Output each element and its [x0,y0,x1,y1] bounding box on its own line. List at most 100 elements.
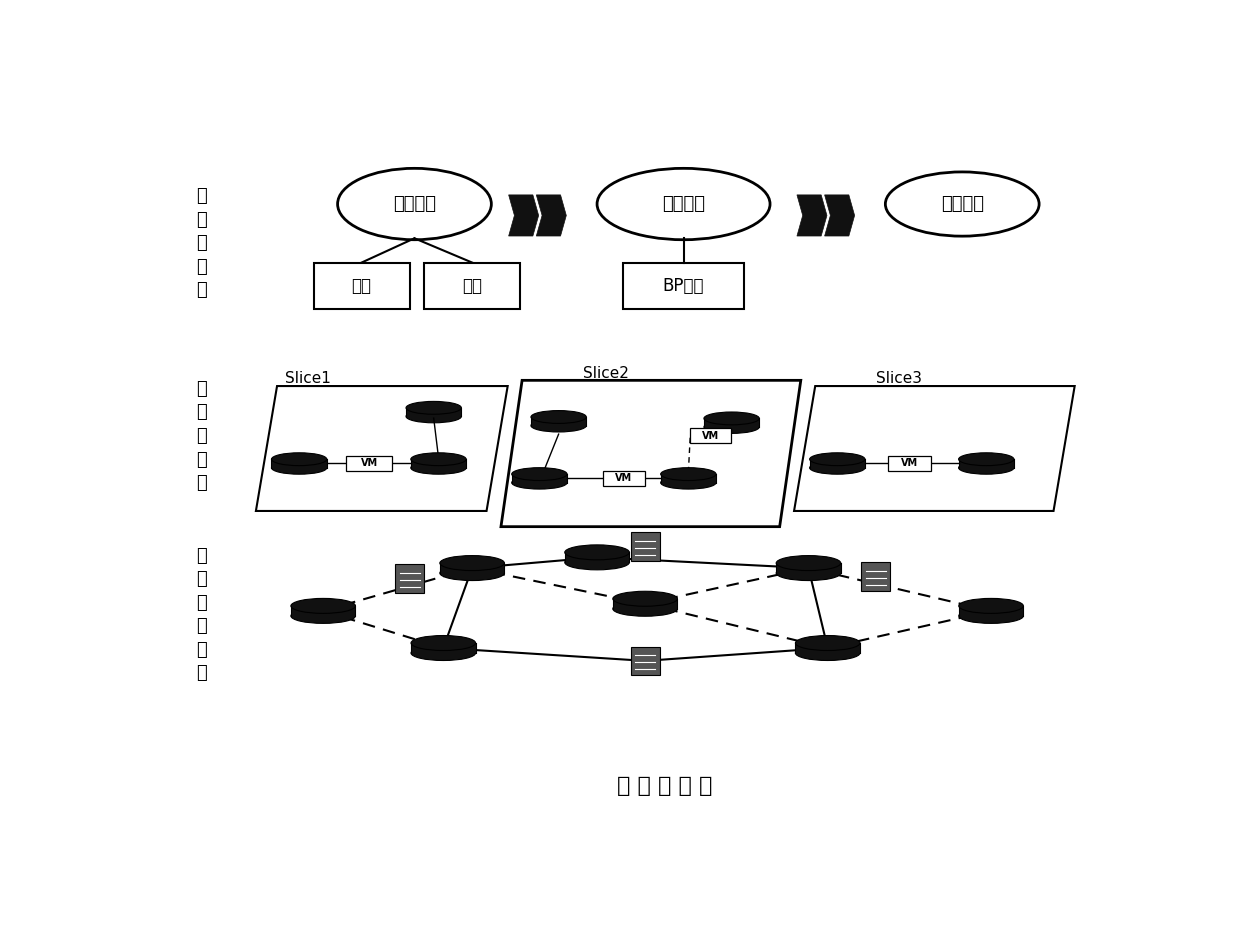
Text: 片: 片 [196,451,207,468]
Ellipse shape [810,452,866,465]
Ellipse shape [795,636,861,651]
Ellipse shape [613,591,677,606]
Ellipse shape [440,565,505,580]
Ellipse shape [598,169,770,240]
Bar [603,471,645,487]
Text: Slice2: Slice2 [583,365,629,381]
Bar [512,474,567,483]
Bar [810,459,866,468]
Text: 络: 络 [196,210,207,229]
Text: 网: 网 [196,187,207,205]
Bar [396,565,424,593]
Ellipse shape [440,555,505,570]
Ellipse shape [959,452,1014,465]
Text: 化: 化 [196,641,207,659]
Bar [424,263,521,310]
Bar [624,263,744,310]
Bar [613,599,677,609]
Text: 拟: 拟 [196,617,207,635]
Ellipse shape [661,467,715,480]
Ellipse shape [291,608,356,623]
Text: 网: 网 [196,547,207,565]
Ellipse shape [564,555,630,570]
Text: 存储: 存储 [463,277,482,295]
Polygon shape [255,386,507,511]
Text: 编: 编 [196,235,207,252]
Ellipse shape [959,608,1023,623]
Ellipse shape [810,462,866,475]
Ellipse shape [795,645,861,661]
Ellipse shape [959,599,1023,614]
Bar [862,563,890,590]
Polygon shape [825,195,854,236]
Bar [631,532,660,561]
Text: 基 础 设 施 层: 基 础 设 施 层 [616,776,712,795]
Ellipse shape [704,421,759,434]
Bar [564,552,630,563]
Ellipse shape [661,476,715,489]
Ellipse shape [405,410,461,423]
Ellipse shape [704,412,759,425]
Ellipse shape [410,462,466,475]
Text: 层: 层 [196,665,207,682]
Ellipse shape [613,602,677,616]
Text: 排: 排 [196,258,207,276]
Text: 切: 切 [196,427,207,445]
Text: 效用模块: 效用模块 [941,195,983,213]
Ellipse shape [531,411,587,424]
Bar [410,459,466,468]
Ellipse shape [410,645,476,661]
Bar [888,456,930,471]
Ellipse shape [405,401,461,414]
Text: 网: 网 [196,380,207,398]
Bar [959,606,1023,616]
Bar [314,263,409,310]
Polygon shape [537,195,567,236]
Ellipse shape [410,452,466,465]
Text: VM: VM [900,459,918,468]
Ellipse shape [776,555,841,570]
Text: Slice3: Slice3 [875,372,921,387]
Bar [272,459,327,468]
Bar [776,563,841,573]
Ellipse shape [272,452,327,465]
Bar [410,643,476,653]
Text: BP网络: BP网络 [663,277,704,295]
Bar [959,459,1014,468]
Text: 虚: 虚 [196,593,207,612]
Text: 层: 层 [196,282,207,299]
Bar [795,643,861,653]
Text: 路径模块: 路径模块 [393,195,436,213]
Ellipse shape [410,636,476,651]
Text: 层: 层 [196,474,207,492]
Bar [661,474,715,483]
Ellipse shape [272,462,327,475]
Ellipse shape [885,171,1039,236]
Polygon shape [501,380,801,527]
Text: Slice1: Slice1 [285,372,331,387]
Ellipse shape [337,169,491,240]
Text: VM: VM [361,459,378,468]
Text: 搜索: 搜索 [352,277,372,295]
Bar [346,456,392,471]
Bar [405,408,461,416]
Polygon shape [508,195,538,236]
Bar [531,417,587,425]
Ellipse shape [776,565,841,580]
Ellipse shape [291,599,356,614]
Bar [631,647,660,675]
Bar [704,418,759,427]
Text: 络: 络 [196,570,207,588]
Ellipse shape [959,462,1014,475]
Bar [291,606,356,616]
Text: 络: 络 [196,403,207,422]
Polygon shape [794,386,1075,511]
Text: VM: VM [702,430,719,440]
Bar [691,428,730,443]
Text: VM: VM [615,474,632,483]
Ellipse shape [512,476,567,489]
Ellipse shape [531,419,587,432]
Text: 权重模块: 权重模块 [662,195,706,213]
Polygon shape [797,195,827,236]
Ellipse shape [512,467,567,480]
